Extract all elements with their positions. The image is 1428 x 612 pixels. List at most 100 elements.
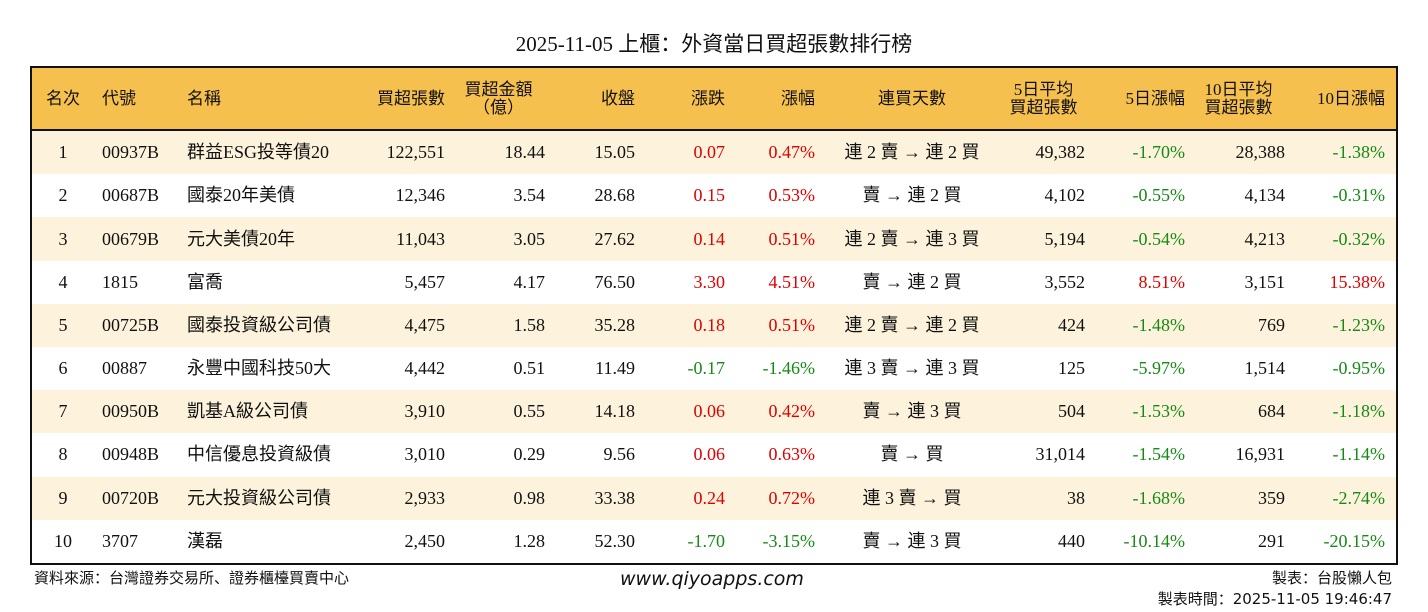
- cell-buy-amount: 18.44: [504, 142, 546, 163]
- cell-pct5: -1.54%: [1132, 444, 1186, 465]
- header-buy-volume: 買超張數: [377, 88, 445, 108]
- cell-avg5-volume: 504: [1058, 401, 1085, 422]
- cell-change-pct: 0.72%: [768, 487, 816, 508]
- cell-pct5: -10.14%: [1123, 530, 1186, 551]
- cell-close: 35.28: [594, 314, 636, 335]
- header-name: 名稱: [187, 88, 221, 108]
- cell-pct10: -0.32%: [1332, 228, 1386, 249]
- header-pct5: 5日漲幅: [1125, 88, 1186, 108]
- cell-name: 富喬: [187, 271, 223, 292]
- cell-rank: 1: [58, 142, 68, 163]
- cell-avg5-volume: 5,194: [1044, 228, 1086, 249]
- data-source: 資料來源：台灣證券交易所、證券櫃檯買賣中心: [34, 569, 350, 587]
- website-link[interactable]: www.qiyoapps.com: [620, 568, 804, 590]
- cell-change: 3.30: [693, 271, 726, 292]
- cell-close: 28.68: [594, 185, 636, 206]
- cell-code: 3707: [102, 530, 138, 551]
- cell-pct10: 15.38%: [1329, 271, 1386, 292]
- cell-avg10-volume: 4,213: [1244, 228, 1286, 249]
- cell-code: 00948B: [102, 444, 160, 465]
- cell-name: 中信優息投資級債: [187, 444, 331, 465]
- page-title: 2025-11-05 上櫃：外資當日買超張數排行榜: [515, 32, 913, 56]
- cell-buy-volume: 3,010: [404, 444, 446, 465]
- cell-pct10: -1.23%: [1332, 314, 1386, 335]
- cell-close: 33.38: [594, 487, 636, 508]
- cell-buy-volume: 4,475: [404, 314, 446, 335]
- header-pct10: 10日漲幅: [1317, 88, 1385, 108]
- cell-change: -0.17: [687, 358, 726, 379]
- cell-code: 00887: [102, 358, 147, 379]
- cell-name: 凱基A級公司債: [187, 401, 308, 422]
- cell-change: 0.15: [693, 185, 726, 206]
- cell-pct5: -1.68%: [1132, 487, 1186, 508]
- cell-buy-amount: 3.54: [513, 185, 546, 206]
- cell-buy-volume: 12,346: [395, 185, 446, 206]
- cell-close: 14.18: [594, 401, 636, 422]
- table-row: 3 00679B 元大美債20年 11,043 3.05 27.62 0.14 0.51% 連 …: [32, 217, 1396, 261]
- cell-change-pct: -1.46%: [762, 358, 816, 379]
- cell-buy-amount: 0.55: [513, 401, 546, 422]
- cell-change: 0.18: [693, 314, 726, 335]
- cell-avg10-volume: 684: [1258, 401, 1285, 422]
- cell-change: 0.14: [693, 228, 726, 249]
- cell-consecutive-days: 連 2 賣 → 連 2 買: [844, 142, 980, 163]
- cell-avg10-volume: 1,514: [1244, 358, 1286, 379]
- table-row: 4 1815 富喬 5,457 4.17 76.50 3.30 4.51% 賣 → 連 2 買 3…: [32, 261, 1396, 304]
- cell-consecutive-days: 賣 → 連 2 買: [862, 271, 962, 292]
- cell-change-pct: 4.51%: [768, 271, 816, 292]
- cell-code: 00725B: [102, 314, 160, 335]
- cell-change-pct: 0.47%: [768, 142, 816, 163]
- cell-buy-amount: 3.05: [513, 228, 546, 249]
- cell-avg5-volume: 4,102: [1044, 185, 1086, 206]
- header-close: 收盤: [601, 88, 635, 108]
- cell-close: 15.05: [594, 142, 636, 163]
- cell-change-pct: 0.51%: [768, 228, 816, 249]
- cell-code: 1815: [102, 271, 138, 292]
- table-row: 6 00887 永豐中國科技50大 4,442 0.51 11.49 -0.17 -1.46%…: [32, 347, 1396, 390]
- cell-pct10: -2.74%: [1332, 487, 1386, 508]
- cell-pct5: -1.53%: [1132, 401, 1186, 422]
- table-row: 9 00720B 元大投資級公司債 2,933 0.98 33.38 0.24 0.72% 連 …: [32, 476, 1396, 520]
- table-row: 10 3707 漢磊 2,450 1.28 52.30 -1.70 -3.15% 賣 → 連 3…: [32, 520, 1396, 563]
- cell-avg10-volume: 291: [1258, 530, 1285, 551]
- cell-pct5: 8.51%: [1138, 271, 1186, 292]
- cell-rank: 9: [58, 487, 68, 508]
- cell-change: 0.06: [693, 401, 726, 422]
- cell-buy-volume: 2,450: [404, 530, 446, 551]
- cell-consecutive-days: 賣 → 連 3 買: [862, 401, 962, 422]
- cell-change: -1.70: [687, 530, 726, 551]
- cell-buy-amount: 0.51: [513, 358, 546, 379]
- header-rank: 名次: [46, 88, 80, 108]
- cell-change-pct: 0.51%: [768, 314, 816, 335]
- cell-code: 00687B: [102, 185, 160, 206]
- cell-avg5-volume: 38: [1067, 487, 1085, 508]
- cell-rank: 5: [58, 314, 68, 335]
- header-consecutive-days: 連買天數: [878, 88, 946, 108]
- cell-buy-volume: 122,551: [386, 142, 446, 163]
- cell-avg10-volume: 359: [1258, 487, 1285, 508]
- cell-close: 76.50: [594, 271, 636, 292]
- cell-consecutive-days: 賣 → 連 3 買: [862, 530, 962, 551]
- cell-change: 0.06: [693, 444, 726, 465]
- cell-avg5-volume: 440: [1058, 530, 1085, 551]
- cell-pct10: -0.95%: [1332, 358, 1386, 379]
- made-time: 製表時間：2025-11-05 19:46:47: [1157, 590, 1392, 608]
- cell-avg10-volume: 16,931: [1235, 444, 1286, 465]
- maker: 製表：台股懶人包: [1271, 569, 1392, 587]
- cell-consecutive-days: 連 2 賣 → 連 3 買: [844, 228, 980, 249]
- cell-rank: 10: [54, 530, 72, 551]
- cell-avg5-volume: 49,382: [1035, 142, 1086, 163]
- cell-change-pct: 0.63%: [768, 444, 816, 465]
- header-code: 代號: [102, 88, 136, 108]
- cell-rank: 8: [58, 444, 68, 465]
- cell-change-pct: -3.15%: [762, 530, 816, 551]
- cell-pct10: -1.18%: [1332, 401, 1386, 422]
- cell-name: 元大投資級公司債: [187, 487, 331, 508]
- cell-avg5-volume: 424: [1058, 314, 1085, 335]
- cell-avg10-volume: 769: [1258, 314, 1285, 335]
- cell-avg5-volume: 3,552: [1044, 271, 1086, 292]
- table-row: 1 00937B 群益ESG投等債20 122,551 18.44 15.05 0.07 0.…: [32, 131, 1396, 175]
- cell-pct10: -1.38%: [1332, 142, 1386, 163]
- cell-buy-volume: 5,457: [404, 271, 446, 292]
- cell-pct5: -0.55%: [1132, 185, 1186, 206]
